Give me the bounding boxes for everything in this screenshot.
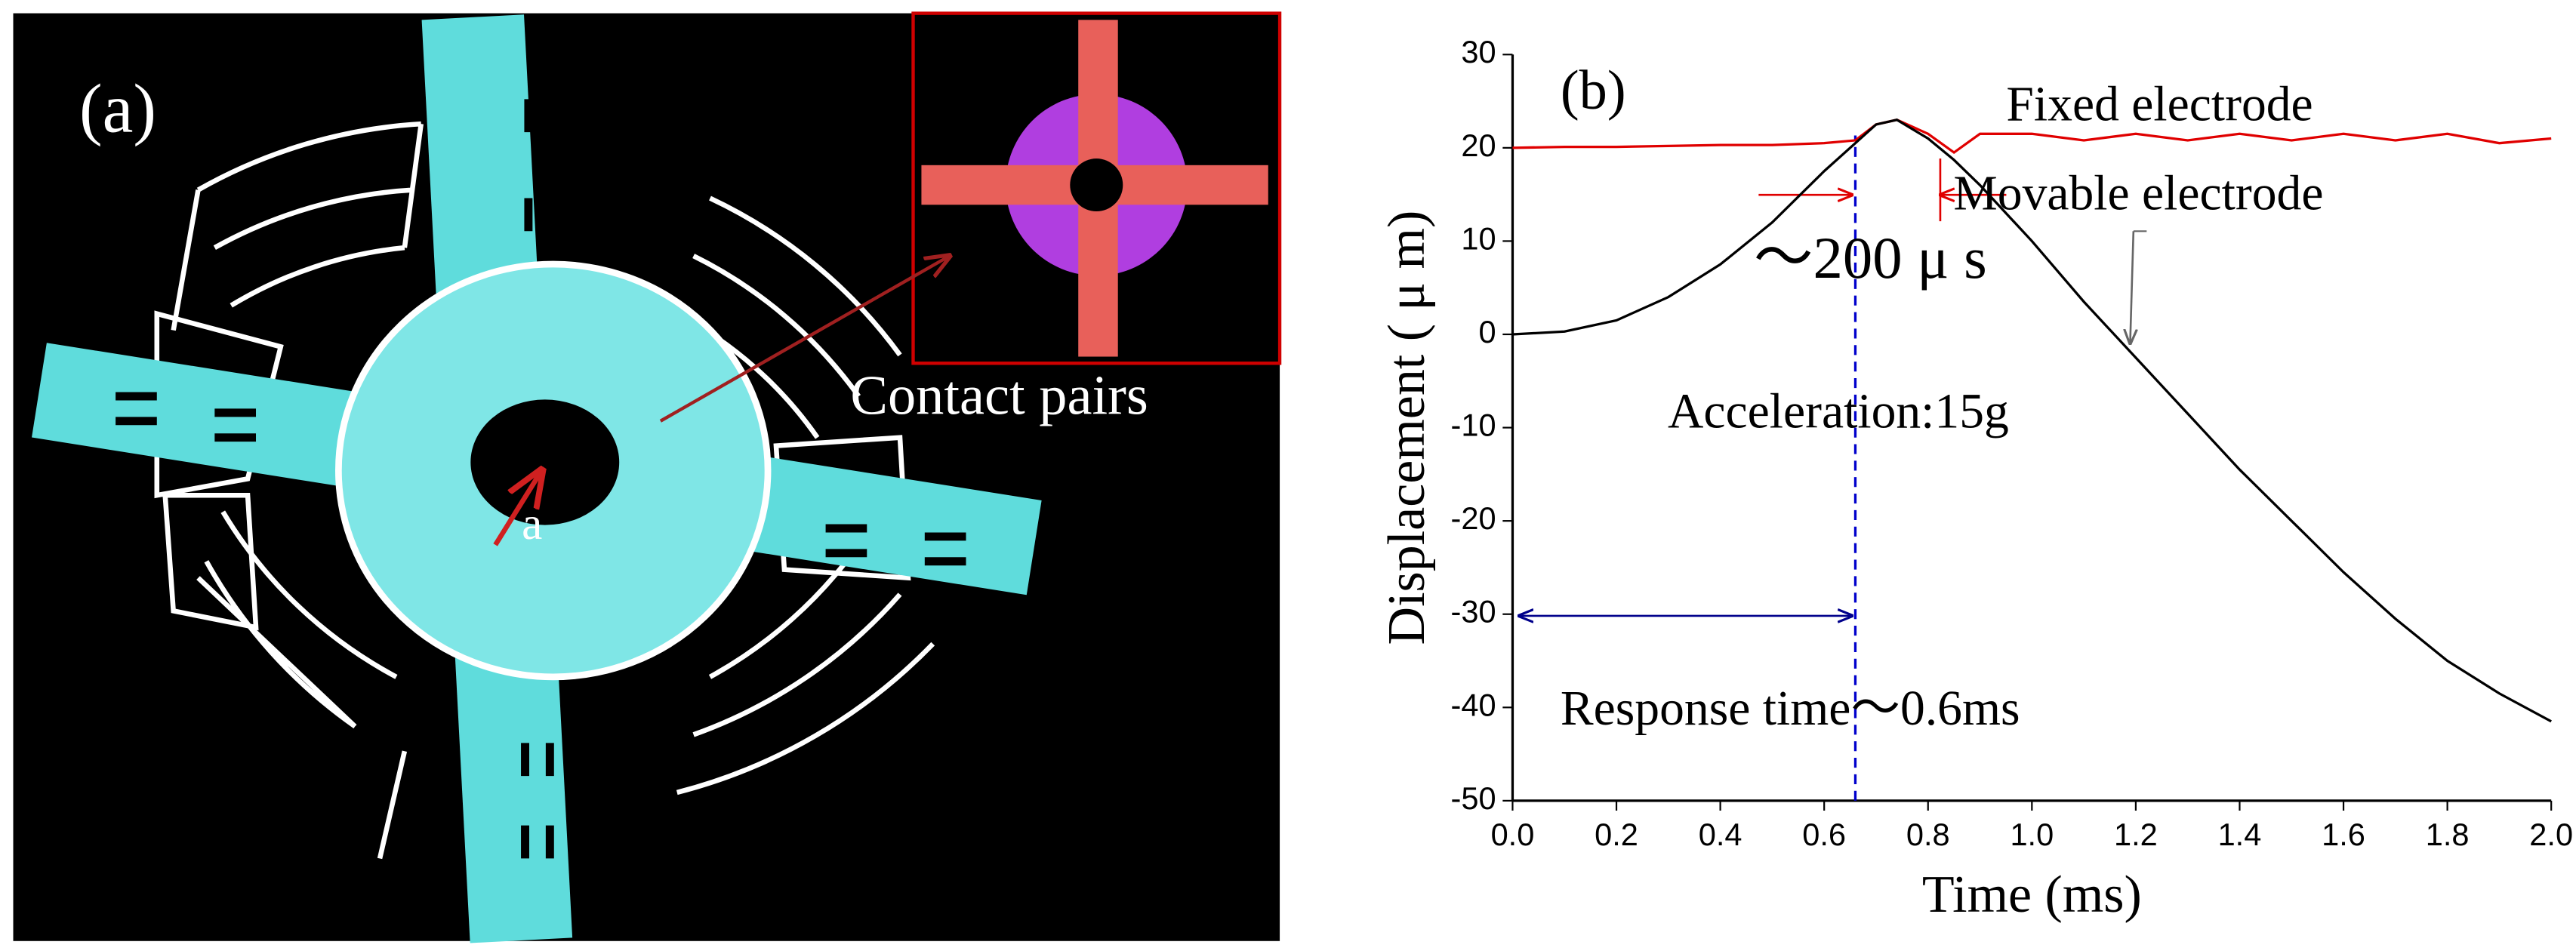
center-hole bbox=[470, 399, 620, 525]
y-tick-label: -40 bbox=[1451, 687, 1496, 722]
x-tick-label: 1.6 bbox=[2322, 817, 2365, 852]
panel-label: (a) bbox=[79, 69, 156, 146]
x-tick-label: 0.4 bbox=[1699, 817, 1742, 852]
series-line bbox=[1512, 118, 2552, 723]
x-tick-label: 2.0 bbox=[2529, 817, 2573, 852]
y-axis-label: Displacement ( μ m) bbox=[1378, 211, 1436, 645]
x-tick-label: 0.8 bbox=[1906, 817, 1950, 852]
series-label: Movable electrode bbox=[1953, 167, 2323, 221]
x-tick-label: 1.8 bbox=[2426, 817, 2470, 852]
fem-panel: (a) Contact pairs a bbox=[13, 11, 1282, 943]
pointer-arrow bbox=[2130, 231, 2133, 343]
y-tick-label: -30 bbox=[1451, 594, 1496, 629]
y-tick-label: -50 bbox=[1451, 780, 1496, 816]
annotation: ～200 μ s bbox=[1754, 226, 1987, 291]
chart: -50 -40 -30 -20 -10 0 10 20 30 0.0 0.2 0.4 0.6 0.8 1.0… bbox=[1378, 34, 2573, 924]
panel-label: (b) bbox=[1561, 60, 1626, 122]
y-tick-label: -20 bbox=[1451, 500, 1496, 536]
arm-slots bbox=[116, 99, 966, 859]
annotation: Acceleration:15g bbox=[1668, 384, 2009, 439]
x-tick-label: 0.6 bbox=[1802, 817, 1846, 852]
inset-hole bbox=[1070, 158, 1123, 212]
y-tick-label: 0 bbox=[1478, 314, 1496, 349]
y-tick-label: 10 bbox=[1461, 220, 1496, 256]
y-tick-label: -10 bbox=[1451, 408, 1496, 443]
series-line bbox=[1512, 118, 2552, 155]
callout-arrow bbox=[659, 256, 950, 423]
x-tick-label: 0.0 bbox=[1491, 817, 1535, 852]
annotation: Response time～0.6ms bbox=[1561, 682, 2020, 736]
callout-label: Contact pairs bbox=[850, 365, 1148, 427]
series-label: Fixed electrode bbox=[2006, 78, 2313, 132]
x-axis-label: Time (ms) bbox=[1922, 866, 2142, 924]
y-tick-label: 30 bbox=[1461, 34, 1496, 69]
x-tick-label: 1.0 bbox=[2010, 817, 2054, 852]
x-tick-label: 0.2 bbox=[1595, 817, 1638, 852]
x-tick-label: 1.4 bbox=[2218, 817, 2262, 852]
y-tick-label: 20 bbox=[1461, 128, 1496, 163]
marker-label: a bbox=[522, 498, 542, 549]
x-tick-label: 1.2 bbox=[2114, 817, 2158, 852]
marker-arrow bbox=[493, 470, 541, 546]
